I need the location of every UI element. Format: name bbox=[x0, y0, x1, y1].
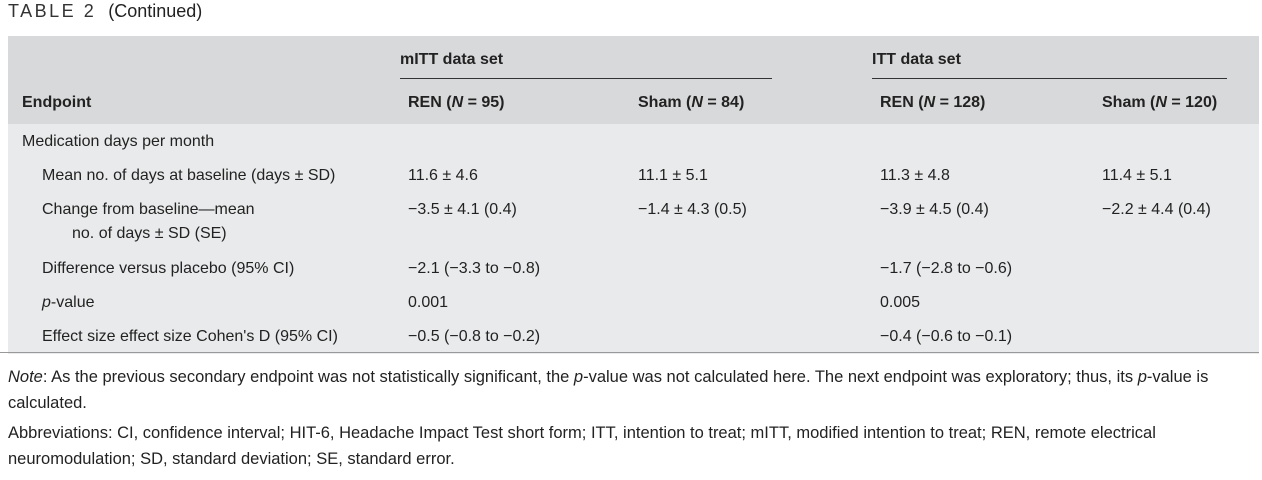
column-header-endpoint: Endpoint bbox=[22, 94, 92, 111]
cell-ren-mitt: −0.5 (−0.8 to −0.2) bbox=[408, 328, 541, 345]
cell-ren-itt: 0.005 bbox=[880, 294, 921, 311]
group-rule-mitt bbox=[400, 78, 772, 79]
cell-sham-mitt: −1.4 ± 4.3 (0.5) bbox=[638, 201, 747, 218]
cell-ren-mitt: 0.001 bbox=[408, 294, 449, 311]
table-label: TABLE 2 bbox=[8, 1, 97, 21]
cell-sham-itt: −2.2 ± 4.4 (0.4) bbox=[1102, 201, 1211, 218]
group-rule-itt bbox=[872, 78, 1227, 79]
cell-sham-mitt: 11.1 ± 5.1 bbox=[638, 167, 708, 184]
results-table: mITT data set ITT data set Endpoint REN … bbox=[8, 36, 1259, 354]
row-label-baseline: Mean no. of days at baseline (days ± SD) bbox=[42, 167, 336, 184]
table-body: Medication days per month Mean no. of da… bbox=[8, 124, 1259, 354]
section-label: Medication days per month bbox=[22, 133, 215, 150]
cell-ren-itt: −0.4 (−0.6 to −0.1) bbox=[880, 328, 1013, 345]
cell-ren-itt: −1.7 (−2.8 to −0.6) bbox=[880, 260, 1013, 277]
column-header-sham-itt: Sham (N = 120) bbox=[1102, 94, 1218, 111]
table-continued: (Continued) bbox=[108, 1, 203, 21]
cell-ren-mitt: 11.6 ± 4.6 bbox=[408, 167, 478, 184]
cell-sham-itt: 11.4 ± 5.1 bbox=[1102, 167, 1172, 184]
row-label-difference: Difference versus placebo (95% CI) bbox=[42, 260, 295, 277]
table-bottom-rule bbox=[0, 352, 1259, 353]
table-header: mITT data set ITT data set Endpoint REN … bbox=[8, 36, 1259, 124]
group-header-itt: ITT data set bbox=[872, 51, 961, 68]
group-header-mitt: mITT data set bbox=[400, 51, 504, 68]
cell-ren-mitt: −2.1 (−3.3 to −0.8) bbox=[408, 260, 541, 277]
table-caption: TABLE 2 (Continued) bbox=[8, 1, 202, 22]
row-label-effect-size: Effect size effect size Cohen's D (95% C… bbox=[42, 328, 338, 345]
column-header-sham-mitt: Sham (N = 84) bbox=[638, 94, 745, 111]
row-label-p-value: p-value bbox=[42, 294, 95, 311]
cell-ren-itt: 11.3 ± 4.8 bbox=[880, 167, 950, 184]
row-label-change: Change from baseline—mean bbox=[42, 201, 255, 218]
cell-ren-mitt: −3.5 ± 4.1 (0.4) bbox=[408, 201, 517, 218]
table-note: Note: As the previous secondary endpoint… bbox=[8, 368, 1209, 412]
column-header-ren-mitt: REN (N = 95) bbox=[408, 94, 505, 111]
table-abbreviations: Abbreviations: CI, confidence interval; … bbox=[8, 424, 1156, 468]
cell-ren-itt: −3.9 ± 4.5 (0.4) bbox=[880, 201, 989, 218]
column-header-ren-itt: REN (N = 128) bbox=[880, 94, 986, 111]
row-label-change-cont: no. of days ± SD (SE) bbox=[72, 225, 227, 242]
